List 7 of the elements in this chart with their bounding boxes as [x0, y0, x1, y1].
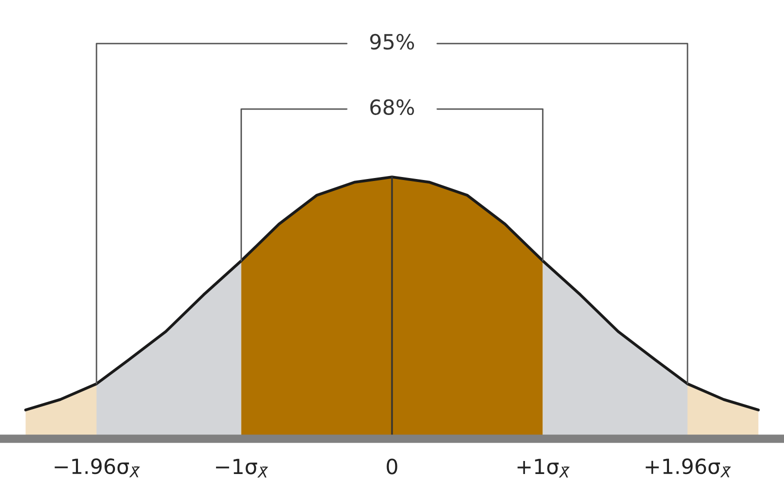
x-tick-label: −1σ$_{X̄}$	[216, 458, 268, 478]
x-tick-label: 0	[386, 458, 398, 474]
text: 95%	[370, 34, 414, 50]
x-tick-label: +1.96σ$_{X̄}$	[646, 458, 732, 478]
x-tick-label: +1σ$_{X̄}$	[518, 458, 570, 478]
text: 68%	[370, 99, 414, 116]
x-tick-label: −1.96σ$_{X̄}$	[54, 458, 140, 478]
